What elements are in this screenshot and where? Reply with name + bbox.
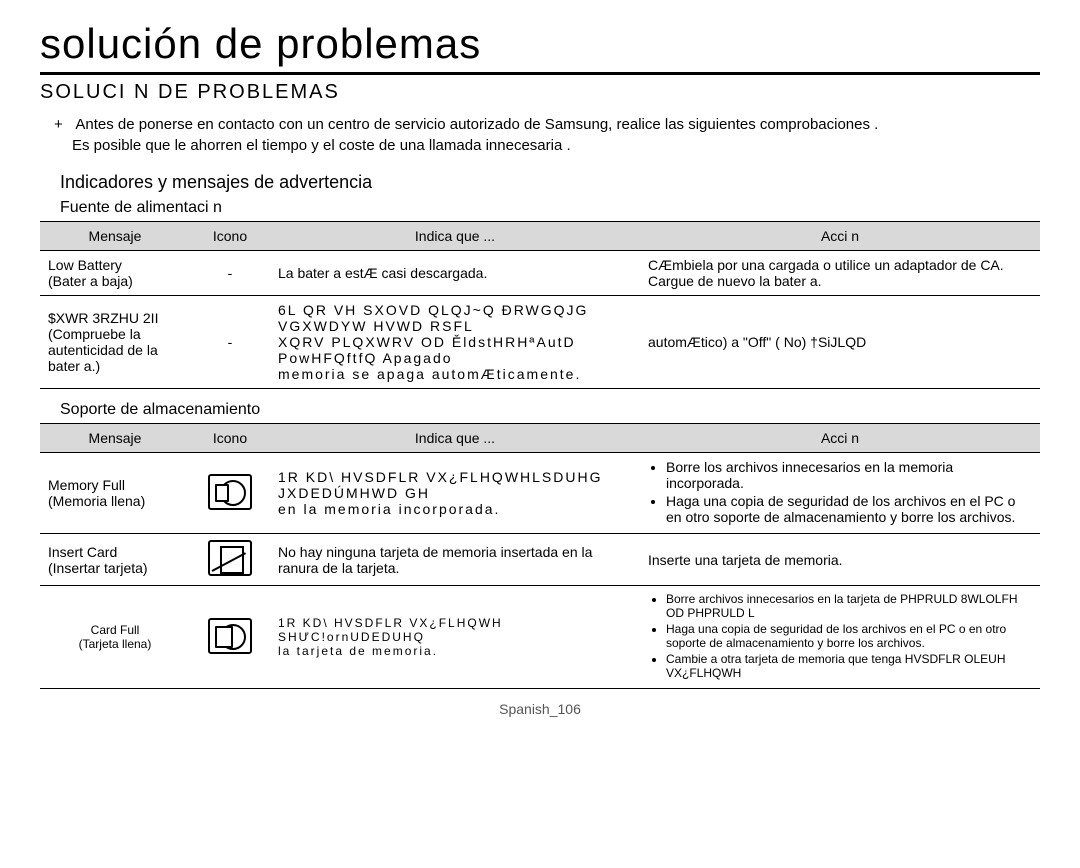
- list-item: Cambie a otra tarjeta de memoria que ten…: [666, 652, 1032, 680]
- cell-indica: 1R KD\ HVSDFLR VX¿FLHQWHLSDUHG JXDEDÚMHW…: [270, 453, 640, 534]
- intro-line2: Es posible que le ahorren el tiempo y el…: [72, 137, 571, 154]
- table-row: Insert Card(Insertar tarjeta) No hay nin…: [40, 534, 1040, 586]
- cell-accion: automÆtico) a "Off" ( No) †SiJLQD: [640, 296, 1040, 389]
- cell-indica: No hay ninguna tarjeta de memoria insert…: [270, 534, 640, 586]
- cell-icono: -: [190, 296, 270, 389]
- table-row: Card Full(Tarjeta llena) 1R KD\ HVSDFLR …: [40, 586, 1040, 689]
- storage-table: Mensaje Icono Indica que ... Acci n Memo…: [40, 423, 1040, 689]
- th-mensaje: Mensaje: [40, 222, 190, 251]
- cell-mensaje: Low Battery(Bater a baja): [40, 251, 190, 296]
- power-table: Mensaje Icono Indica que ... Acci n Low …: [40, 221, 1040, 389]
- page-title: solución de problemas: [40, 20, 1040, 75]
- cell-indica: 1R KD\ HVSDFLR VX¿FLHQWH SHƯC!ornUDEDUHQ…: [270, 586, 640, 689]
- table-row: Low Battery(Bater a baja) - La bater a e…: [40, 251, 1040, 296]
- th-indica: Indica que ...: [270, 424, 640, 453]
- cell-mensaje: Insert Card(Insertar tarjeta): [40, 534, 190, 586]
- cell-accion: Borre archivos innecesarios en la tarjet…: [640, 586, 1040, 689]
- indicators-title: Indicadores y mensajes de advertencia: [40, 172, 1040, 193]
- section-title: SOLUCI N DE PROBLEMAS: [40, 81, 1040, 104]
- cell-accion: Inserte una tarjeta de memoria.: [640, 534, 1040, 586]
- th-icono: Icono: [190, 424, 270, 453]
- cell-mensaje: Memory Full(Memoria llena): [40, 453, 190, 534]
- intro-line1: Antes de ponerse en contacto con un cent…: [75, 116, 878, 133]
- intro-marker: +: [54, 114, 72, 135]
- th-indica: Indica que ...: [270, 222, 640, 251]
- card-full-icon: [208, 618, 252, 654]
- cell-accion: CÆmbiela por una cargada o utilice un ad…: [640, 251, 1040, 296]
- insert-card-icon: [208, 540, 252, 576]
- intro-block: + Antes de ponerse en contacto con un ce…: [40, 114, 1040, 156]
- th-accion: Acci n: [640, 424, 1040, 453]
- cell-indica: 6L QR VH SXOVD QLQJ~Q ĐRWGQJG VGXWDYW HV…: [270, 296, 640, 389]
- storage-group-title: Soporte de almacenamiento: [60, 401, 1040, 419]
- th-accion: Acci n: [640, 222, 1040, 251]
- power-group-title: Fuente de alimentaci n: [60, 199, 1040, 217]
- page-footer: Spanish_106: [40, 701, 1040, 717]
- cell-icono: [190, 534, 270, 586]
- list-item: Haga una copia de seguridad de los archi…: [666, 493, 1032, 525]
- cell-icono: [190, 586, 270, 689]
- cell-indica: La bater a estÆ casi descargada.: [270, 251, 640, 296]
- cell-icono: -: [190, 251, 270, 296]
- memory-full-icon: [208, 474, 252, 510]
- list-item: Borre archivos innecesarios en la tarjet…: [666, 592, 1032, 620]
- cell-icono: [190, 453, 270, 534]
- th-icono: Icono: [190, 222, 270, 251]
- table-row: $XWR 3RZHU 2II(Compruebe la autenticidad…: [40, 296, 1040, 389]
- cell-accion: Borre los archivos innecesarios en la me…: [640, 453, 1040, 534]
- cell-mensaje: Card Full(Tarjeta llena): [40, 586, 190, 689]
- list-item: Borre los archivos innecesarios en la me…: [666, 459, 1032, 491]
- cell-mensaje: $XWR 3RZHU 2II(Compruebe la autenticidad…: [40, 296, 190, 389]
- table-row: Memory Full(Memoria llena) 1R KD\ HVSDFL…: [40, 453, 1040, 534]
- th-mensaje: Mensaje: [40, 424, 190, 453]
- list-item: Haga una copia de seguridad de los archi…: [666, 622, 1032, 650]
